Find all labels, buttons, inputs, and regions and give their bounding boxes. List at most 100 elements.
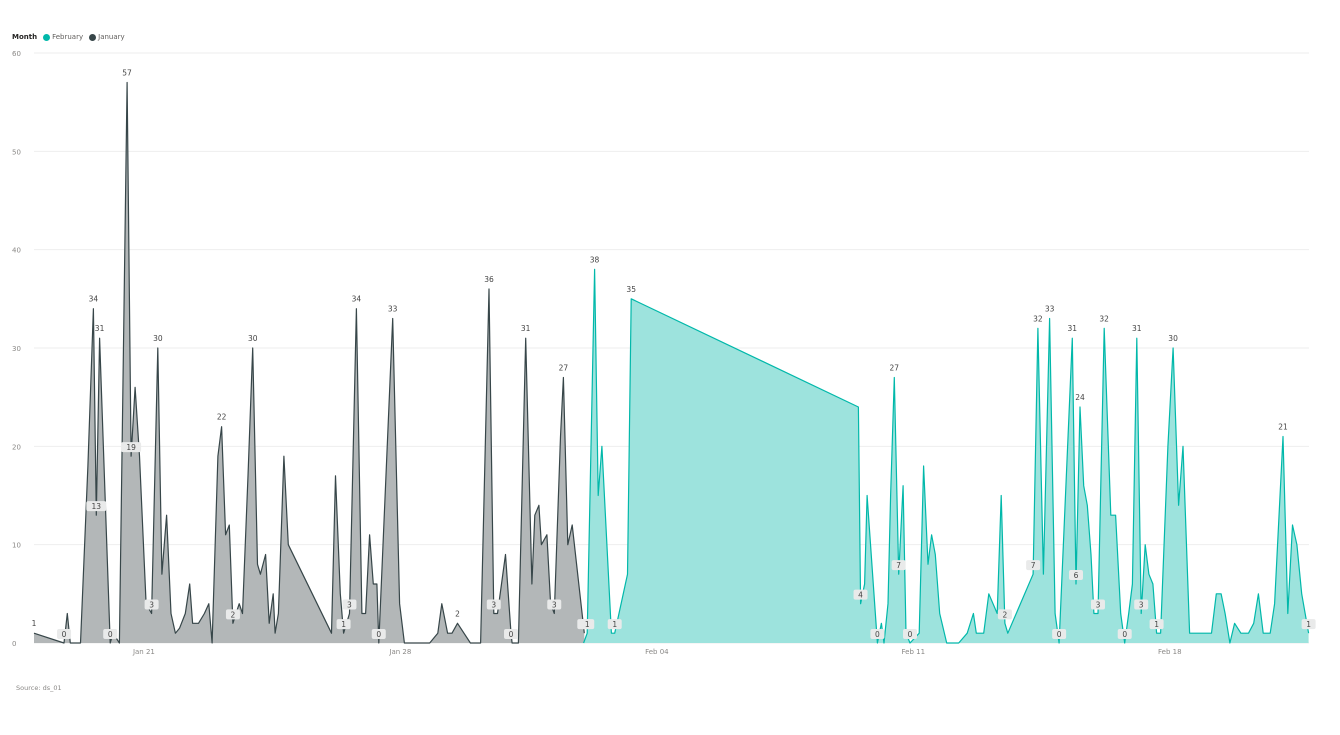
data-label-box-february-36 bbox=[1026, 560, 1041, 571]
data-label-january-14: 3 bbox=[347, 601, 352, 610]
data-label-february-47: 3 bbox=[1139, 601, 1144, 610]
data-label-january-11: 2 bbox=[231, 610, 236, 619]
x-tick-label-jan-21: Jan 21 bbox=[132, 648, 155, 656]
data-label-box-january-20 bbox=[486, 599, 501, 610]
data-label-january-20: 3 bbox=[491, 601, 496, 610]
data-label-box-january-14 bbox=[342, 599, 357, 610]
data-label-box-february-33 bbox=[891, 560, 906, 571]
data-label-february-32: 27 bbox=[889, 364, 899, 373]
data-label-january-22: 31 bbox=[521, 324, 531, 333]
data-label-february-26: 1 bbox=[585, 620, 590, 629]
data-label-box-january-11 bbox=[225, 609, 240, 620]
data-label-february-43: 3 bbox=[1096, 601, 1101, 610]
data-label-february-38: 33 bbox=[1045, 305, 1055, 314]
data-label-february-44: 32 bbox=[1099, 314, 1109, 323]
x-tick-label-feb-18: Feb 18 bbox=[1158, 648, 1182, 656]
legend-item-february[interactable]: February bbox=[43, 33, 83, 41]
data-label-box-january-21 bbox=[504, 629, 519, 639]
data-label-january-10: 22 bbox=[217, 413, 227, 422]
data-label-february-33: 7 bbox=[896, 561, 901, 570]
data-label-january-17: 33 bbox=[388, 305, 398, 314]
legend-label-january: January bbox=[98, 33, 125, 41]
data-label-february-28: 1 bbox=[612, 620, 617, 629]
x-tick-label-jan-28: Jan 28 bbox=[388, 648, 411, 656]
data-label-january-15: 34 bbox=[352, 295, 362, 304]
data-label-box-january-1 bbox=[57, 629, 72, 639]
data-label-box-january-23 bbox=[547, 599, 562, 610]
data-label-january-4: 31 bbox=[95, 324, 105, 333]
data-label-january-1: 0 bbox=[62, 630, 67, 639]
area-fill-february bbox=[583, 269, 1309, 643]
data-label-january-0: 1 bbox=[32, 619, 37, 628]
data-label-box-february-34 bbox=[903, 629, 918, 639]
data-label-box-february-43 bbox=[1090, 599, 1105, 610]
data-label-february-36: 7 bbox=[1031, 561, 1036, 570]
data-label-february-50: 21 bbox=[1278, 423, 1288, 432]
data-label-february-42: 24 bbox=[1075, 393, 1085, 402]
data-label-box-february-28 bbox=[607, 619, 622, 630]
data-label-january-2: 34 bbox=[89, 295, 99, 304]
data-label-january-7: 19 bbox=[126, 443, 136, 452]
area-fill-january bbox=[34, 82, 585, 643]
data-label-january-3: 13 bbox=[92, 502, 102, 511]
legend-item-january[interactable]: January bbox=[89, 33, 125, 41]
data-label-box-february-26 bbox=[580, 619, 595, 630]
data-label-box-january-5 bbox=[103, 629, 118, 639]
series-line-february bbox=[583, 268, 1310, 644]
data-label-box-february-48 bbox=[1149, 619, 1164, 630]
data-label-january-24: 27 bbox=[559, 364, 569, 373]
data-label-january-16: 0 bbox=[376, 630, 381, 639]
data-label-february-41: 6 bbox=[1074, 571, 1079, 580]
legend-title: Month bbox=[12, 33, 38, 41]
data-label-box-february-30 bbox=[853, 589, 868, 600]
y-tick-label-50: 50 bbox=[12, 148, 21, 156]
data-label-january-23: 3 bbox=[552, 601, 557, 610]
data-label-january-18: 2 bbox=[455, 609, 460, 618]
data-label-box-january-8 bbox=[144, 599, 159, 610]
data-label-box-february-39 bbox=[1052, 629, 1067, 639]
data-label-box-february-31 bbox=[870, 629, 885, 639]
y-tick-label-10: 10 bbox=[12, 542, 21, 550]
data-label-february-49: 30 bbox=[1168, 334, 1178, 343]
data-label-january-19: 36 bbox=[484, 275, 494, 284]
data-label-february-37: 32 bbox=[1033, 314, 1043, 323]
data-label-box-february-51 bbox=[1301, 619, 1316, 630]
data-label-february-27: 38 bbox=[590, 255, 600, 264]
data-label-february-45: 0 bbox=[1122, 630, 1127, 639]
data-label-february-35: 2 bbox=[1003, 610, 1008, 619]
legend-marker-january bbox=[89, 33, 97, 41]
y-tick-label-20: 20 bbox=[12, 443, 21, 451]
data-label-box-february-41 bbox=[1068, 570, 1083, 580]
data-label-box-february-35 bbox=[997, 609, 1012, 620]
y-tick-label-40: 40 bbox=[12, 247, 21, 255]
data-label-january-12: 30 bbox=[248, 334, 258, 343]
data-label-box-january-7 bbox=[121, 442, 142, 453]
data-label-box-january-3 bbox=[86, 501, 107, 512]
data-label-february-34: 0 bbox=[908, 630, 913, 639]
data-label-february-30: 4 bbox=[858, 591, 863, 600]
data-label-february-48: 1 bbox=[1154, 620, 1159, 629]
legend-label-february: February bbox=[52, 33, 84, 41]
data-label-february-51: 1 bbox=[1306, 620, 1311, 629]
data-label-february-46: 31 bbox=[1132, 324, 1142, 333]
chart-legend: Month February January bbox=[12, 33, 127, 41]
x-tick-label-feb-04: Feb 04 bbox=[645, 648, 669, 656]
data-label-january-13: 1 bbox=[341, 620, 346, 629]
data-label-february-31: 0 bbox=[875, 630, 880, 639]
source-note: Source: ds_01 bbox=[16, 684, 62, 692]
data-label-february-39: 0 bbox=[1057, 630, 1062, 639]
data-label-january-9: 30 bbox=[153, 334, 163, 343]
data-label-january-8: 3 bbox=[149, 601, 154, 610]
data-label-february-40: 31 bbox=[1068, 324, 1078, 333]
data-label-box-february-45 bbox=[1117, 629, 1132, 639]
data-label-january-5: 0 bbox=[108, 630, 113, 639]
x-tick-label-feb-11: Feb 11 bbox=[902, 648, 926, 656]
data-label-january-21: 0 bbox=[509, 630, 514, 639]
data-label-box-january-13 bbox=[336, 619, 351, 630]
data-label-box-february-47 bbox=[1134, 599, 1149, 610]
data-label-layer: 1034133105719330222301334033236303132711… bbox=[32, 69, 1316, 639]
legend-marker-february bbox=[43, 33, 51, 41]
series-line-january bbox=[33, 81, 585, 644]
